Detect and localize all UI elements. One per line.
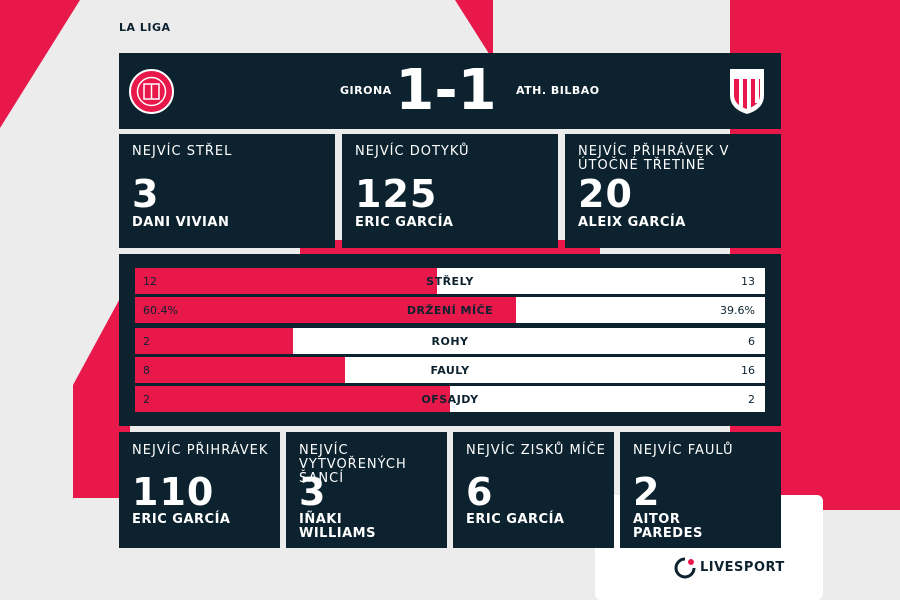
away-team-logo [727, 67, 767, 115]
livesport-icon [674, 557, 696, 579]
league-label: LA LIGA [119, 21, 171, 34]
home-value: 8 [143, 364, 150, 377]
stat-player: ERIC GARCÍA [466, 512, 565, 527]
away-value: 6 [748, 335, 755, 348]
home-share-bar [135, 357, 345, 383]
comparison-row: 60.4% DRŽENÍ MÍČE 39.6% [135, 297, 765, 323]
stat-card-most-shots: NEJVÍC STŘEL 3 DANI VIVIAN [119, 134, 335, 248]
stat-value: 6 [466, 470, 494, 514]
stat-card-final-third-passes: NEJVÍC PŘIHRÁVEK V ÚTOČNÉ TŘETINĚ 20 ALE… [565, 134, 781, 248]
match-score: 1-1 [395, 58, 497, 123]
stat-label: NEJVÍC DOTYKŮ [355, 144, 470, 159]
home-share-bar [135, 328, 293, 354]
stat-player: DANI VIVIAN [132, 215, 230, 230]
stat-card-ball-recoveries: NEJVÍC ZISKŮ MÍČE 6 ERIC GARCÍA [453, 432, 614, 548]
stat-name: FAULY [430, 364, 470, 377]
comparison-row: 8 FAULY 16 [135, 357, 765, 383]
comparison-row: 2 OFSAJDY 2 [135, 386, 765, 412]
away-value: 2 [748, 393, 755, 406]
home-value: 60.4% [143, 304, 178, 317]
away-value: 16 [741, 364, 755, 377]
stat-value: 20 [578, 172, 633, 216]
stat-card-most-passes: NEJVÍC PŘIHRÁVEK 110 ERIC GARCÍA [119, 432, 280, 548]
home-team-logo [129, 69, 174, 114]
stat-label: NEJVÍC ZISKŮ MÍČE [466, 443, 606, 458]
stat-label: NEJVÍC PŘIHRÁVEK V ÚTOČNÉ TŘETINĚ [578, 144, 730, 173]
stat-player: ERIC GARCÍA [132, 512, 231, 527]
stat-name: ROHY [431, 335, 469, 348]
stat-player: ALEIX GARCÍA [578, 215, 686, 230]
stat-player: IÑAKI WILLIAMS [299, 512, 376, 541]
stat-value: 3 [132, 172, 160, 216]
stat-card-chances-created: NEJVÍC VYTVOŘENÝCH ŠANCÍ 3 IÑAKI WILLIAM… [286, 432, 447, 548]
stat-name: DRŽENÍ MÍČE [406, 304, 494, 317]
stat-value: 3 [299, 470, 327, 514]
home-share-bar [135, 297, 516, 323]
stat-card-most-touches: NEJVÍC DOTYKŮ 125 ERIC GARCÍA [342, 134, 558, 248]
away-team-name: ATH. BILBAO [516, 84, 600, 97]
home-team-name: GIRONA [340, 84, 392, 97]
home-value: 12 [143, 275, 157, 288]
stat-card-most-fouls: NEJVÍC FAULŮ 2 AITOR PAREDES [620, 432, 781, 548]
away-value: 13 [741, 275, 755, 288]
stat-name: STŘELY [426, 275, 474, 288]
home-share-bar [135, 268, 438, 294]
stat-value: 125 [355, 172, 438, 216]
stat-value: 2 [633, 470, 661, 514]
comparison-row: 12 STŘELY 13 [135, 268, 765, 294]
stat-label: NEJVÍC PŘIHRÁVEK [132, 443, 269, 458]
home-share-bar [135, 386, 450, 412]
stat-player: ERIC GARCÍA [355, 215, 454, 230]
home-value: 2 [143, 335, 150, 348]
stat-value: 110 [132, 470, 215, 514]
stat-player: AITOR PAREDES [633, 512, 703, 541]
stat-label: NEJVÍC VYTVOŘENÝCH ŠANCÍ [299, 443, 407, 486]
scoreboard-header: GIRONA 1-1 ATH. BILBAO [119, 53, 781, 129]
away-value: 39.6% [720, 304, 755, 317]
stat-label: NEJVÍC STŘEL [132, 144, 233, 159]
home-value: 2 [143, 393, 150, 406]
comparison-row: 2 ROHY 6 [135, 328, 765, 354]
stat-label: NEJVÍC FAULŮ [633, 443, 734, 458]
stat-name: OFSAJDY [421, 393, 479, 406]
brand-name: LIVESPORT [700, 560, 785, 575]
